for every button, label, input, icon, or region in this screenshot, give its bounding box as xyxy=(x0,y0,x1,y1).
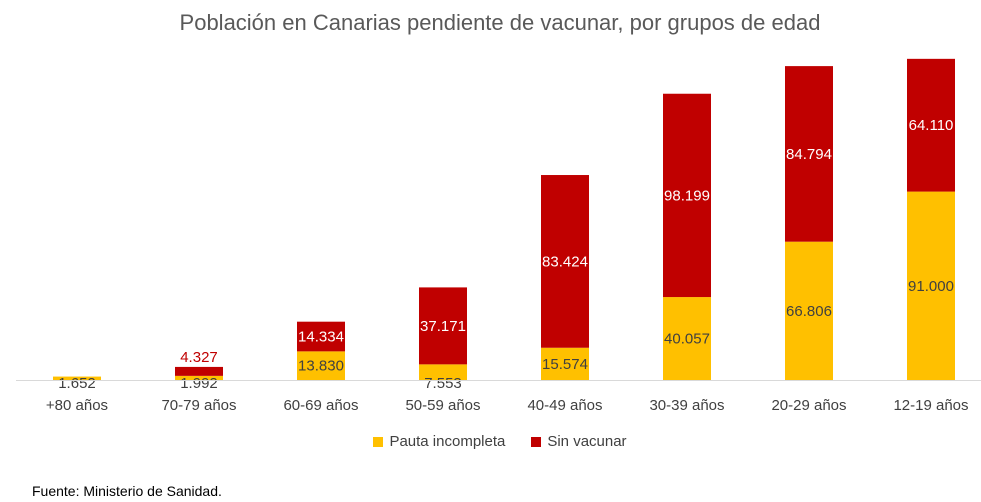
x-tick-label-40-49-a-os: 40-49 años xyxy=(527,397,602,414)
data-label-sin-vacunar-60-69-a-os: 14.334 xyxy=(298,329,344,346)
bar-sin-vacunar-12-19-a-os xyxy=(907,58,955,192)
x-tick-label-12-19-a-os: 12-19 años xyxy=(893,397,968,414)
data-label-pauta-incompleta-60-69-a-os: 13.830 xyxy=(298,358,344,375)
bar-pauta-incompleta-60-69-a-os xyxy=(297,351,345,380)
bar-sin-vacunar-30-39-a-os xyxy=(663,93,711,298)
source-note: Fuente: Ministerio de Sanidad. xyxy=(32,483,222,499)
x-tick-label-70-79-a-os: 70-79 años xyxy=(161,397,236,414)
bar-pauta-incompleta-plus80-a-os xyxy=(53,376,101,380)
data-label-sin-vacunar-12-19-a-os: 64.110 xyxy=(909,117,954,134)
bar-pauta-incompleta-30-39-a-os xyxy=(663,297,711,380)
data-label-pauta-incompleta-50-59-a-os: 7.553 xyxy=(424,375,462,392)
legend-label-sin-vacunar: Sin vacunar xyxy=(547,433,627,450)
bar-sin-vacunar-70-79-a-os xyxy=(175,366,223,376)
x-tick-label-plus80-a-os: +80 años xyxy=(46,397,108,414)
bar-sin-vacunar-40-49-a-os xyxy=(541,175,589,348)
legend-label-pauta-incompleta: Pauta incompleta xyxy=(389,433,506,450)
bar-sin-vacunar-20-29-a-os xyxy=(785,66,833,242)
data-label-pauta-incompleta-70-79-a-os: 1.992 xyxy=(180,375,218,392)
bar-pauta-incompleta-20-29-a-os xyxy=(785,241,833,380)
bar-pauta-incompleta-40-49-a-os xyxy=(541,347,589,380)
legend-swatch-sin-vacunar xyxy=(531,436,542,447)
bar-sin-vacunar-50-59-a-os xyxy=(419,287,467,365)
stacked-bar-chart: 1.652 +80 años 1.992 4.327 70-79 años 13.830 1… xyxy=(16,58,981,414)
bar-pauta-incompleta-50-59-a-os xyxy=(419,364,467,380)
data-label-sin-vacunar-30-39-a-os: 98.199 xyxy=(664,187,710,204)
x-tick-label-30-39-a-os: 30-39 años xyxy=(649,397,724,414)
bar-pauta-incompleta-70-79-a-os xyxy=(175,375,223,380)
data-label-sin-vacunar-50-59-a-os: 37.171 xyxy=(420,318,466,335)
bar-pauta-incompleta-12-19-a-os xyxy=(907,191,955,380)
data-label-pauta-incompleta-plus80-a-os: 1.652 xyxy=(58,375,96,392)
x-tick-label-50-59-a-os: 50-59 años xyxy=(405,397,480,414)
data-label-pauta-incompleta-20-29-a-os: 66.806 xyxy=(786,303,832,320)
legend-swatch-pauta-incompleta xyxy=(373,436,384,447)
x-tick-label-60-69-a-os: 60-69 años xyxy=(283,397,358,414)
legend-item-sin-vacunar: Sin vacunar xyxy=(531,433,627,450)
data-label-sin-vacunar-20-29-a-os: 84.794 xyxy=(786,146,832,163)
data-label-pauta-incompleta-12-19-a-os: 91.000 xyxy=(908,278,954,295)
data-label-sin-vacunar-40-49-a-os: 83.424 xyxy=(542,253,588,270)
data-label-pauta-incompleta-30-39-a-os: 40.057 xyxy=(664,331,710,348)
legend-item-pauta-incompleta: Pauta incompleta xyxy=(373,433,505,450)
data-label-pauta-incompleta-40-49-a-os: 15.574 xyxy=(542,356,588,373)
x-tick-label-20-29-a-os: 20-29 años xyxy=(771,397,846,414)
legend: Pauta incompleta Sin vacunar xyxy=(0,433,981,450)
bar-sin-vacunar-60-69-a-os xyxy=(297,321,345,352)
chart-title: Población en Canarias pendiente de vacun… xyxy=(179,10,821,35)
data-label-sin-vacunar-70-79-a-os: 4.327 xyxy=(180,349,218,366)
